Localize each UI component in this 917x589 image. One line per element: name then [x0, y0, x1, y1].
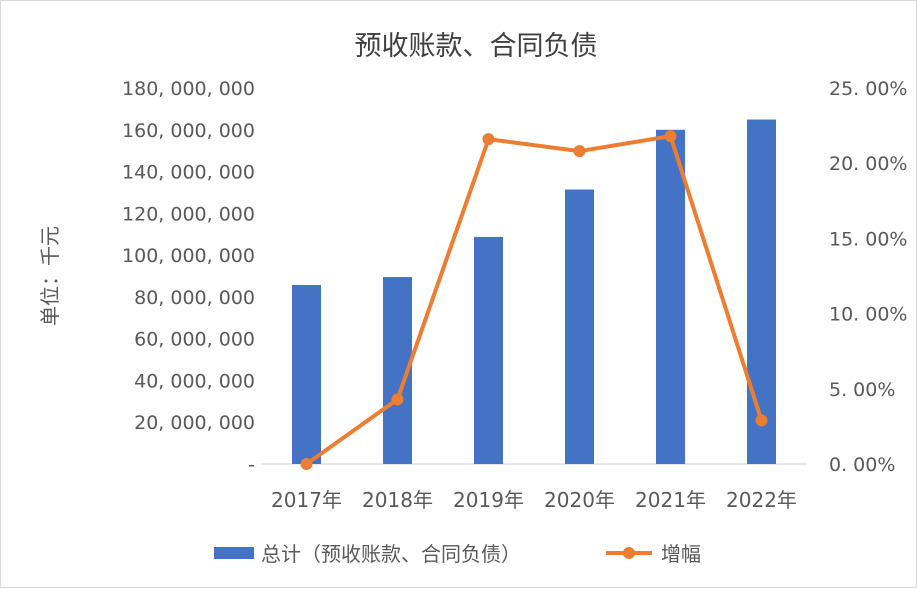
right-tick-label: 25. 00% — [829, 78, 908, 100]
left-tick-label: 20, 000, 000 — [134, 412, 255, 434]
left-tick-label: 120, 000, 000 — [122, 203, 255, 225]
category-label: 2017年 — [271, 488, 342, 512]
left-tick-label: - — [248, 454, 255, 476]
line-point-2018年 — [391, 393, 404, 406]
bar-2017年 — [292, 284, 321, 464]
left-tick-label: 60, 000, 000 — [134, 329, 255, 351]
bar-2022年 — [747, 119, 776, 464]
right-tick-label: 20. 00% — [829, 153, 908, 175]
legend-label-bar: 总计（预收账款、合同负债） — [261, 542, 521, 566]
legend-label-line: 增幅 — [661, 542, 701, 566]
legend-marker-line — [623, 547, 635, 559]
left-tick-label: 160, 000, 000 — [122, 120, 255, 142]
left-tick-label: 80, 000, 000 — [134, 287, 255, 309]
category-label: 2022年 — [726, 488, 797, 512]
left-tick-label: 100, 000, 000 — [122, 245, 255, 267]
category-label: 2020年 — [544, 488, 615, 512]
right-tick-label: 0. 00% — [829, 454, 895, 476]
chart-title: 预收账款、合同负债 — [355, 31, 598, 62]
line-series-growth — [304, 134, 764, 466]
left-tick-label: 40, 000, 000 — [134, 370, 255, 392]
line-point-2019年 — [482, 133, 495, 146]
category-label: 2018年 — [362, 488, 433, 512]
right-tick-label: 5. 00% — [829, 379, 895, 401]
right-tick-label: 10. 00% — [829, 304, 908, 326]
left-tick-label: 140, 000, 000 — [122, 162, 255, 184]
line-point-2022年 — [755, 414, 768, 427]
line-point-2017年 — [300, 458, 313, 470]
right-tick-label: 15. 00% — [829, 228, 908, 250]
bar-2020年 — [565, 189, 594, 464]
bar-2021年 — [656, 129, 685, 464]
bar-2019年 — [474, 236, 503, 464]
category-label: 2019年 — [453, 488, 524, 512]
category-label: 2021年 — [635, 488, 706, 512]
line-point-2020年 — [573, 145, 586, 158]
legend-swatch-bar — [214, 547, 254, 559]
line-point-2021年 — [664, 130, 677, 143]
y-axis-label: 单位：千元 — [38, 226, 62, 326]
legend: 总计（预收账款、合同负债） 增幅 — [214, 542, 701, 566]
left-tick-label: 180, 000, 000 — [122, 78, 255, 100]
